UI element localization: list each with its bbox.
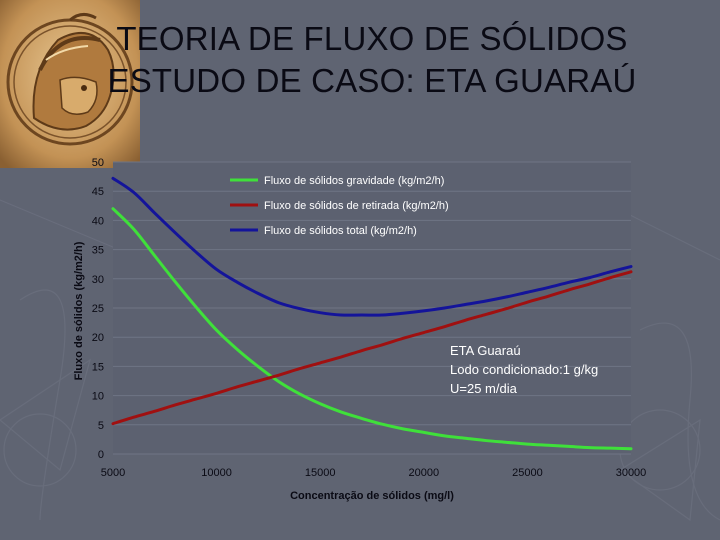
helmet-emblem-image xyxy=(0,0,140,168)
y-tick-label: 45 xyxy=(92,186,104,198)
annotation: ETA Guaraú Lodo condicionado:1 g/kg U=25… xyxy=(450,343,598,396)
slide-title-line-1: TEORIA DE FLUXO DE SÓLIDOS xyxy=(116,20,628,57)
y-tick-label: 40 xyxy=(92,215,104,227)
slide-title-line-2: ESTUDO DE CASO: ETA GUARAÚ xyxy=(107,62,637,99)
y-tick-label: 25 xyxy=(92,303,104,315)
legend-label-1: Fluxo de sólidos de retirada (kg/m2/h) xyxy=(264,200,449,212)
y-tick-label: 35 xyxy=(92,245,104,257)
y-tick-label: 50 xyxy=(92,157,104,169)
y-tick-label: 30 xyxy=(92,274,104,286)
series-line-1 xyxy=(111,270,633,426)
x-tick-label: 20000 xyxy=(409,467,440,479)
y-tick-label: 10 xyxy=(92,391,104,403)
x-tick-label: 15000 xyxy=(305,467,336,479)
legend-label-0: Fluxo de sólidos gravidade (kg/m2/h) xyxy=(264,175,444,187)
y-tick-label: 15 xyxy=(92,361,104,373)
x-tick-label: 25000 xyxy=(512,467,543,479)
x-tick-label: 5000 xyxy=(101,467,125,479)
annotation-line-3: U=25 m/dia xyxy=(450,381,518,396)
y-tick-label: 5 xyxy=(98,420,104,432)
slide-title: TEORIA DE FLUXO DE SÓLIDOS ESTUDO DE CAS… xyxy=(92,18,652,102)
y-tick-label: 0 xyxy=(98,449,104,461)
series-line-2 xyxy=(111,176,633,317)
y-axis-label: Fluxo de sólidos (kg/m2/h) xyxy=(73,241,85,380)
annotation-line-1: ETA Guaraú xyxy=(450,343,521,358)
series-line-0 xyxy=(111,207,633,451)
x-tick-label: 30000 xyxy=(616,467,647,479)
legend-label-2: Fluxo de sólidos total (kg/m2/h) xyxy=(264,225,417,237)
annotation-line-2: Lodo condicionado:1 g/kg xyxy=(450,362,598,377)
x-axis-label: Concentração de sólidos (mg/l) xyxy=(290,490,454,502)
x-tick-label: 10000 xyxy=(201,467,232,479)
y-tick-label: 20 xyxy=(92,332,104,344)
